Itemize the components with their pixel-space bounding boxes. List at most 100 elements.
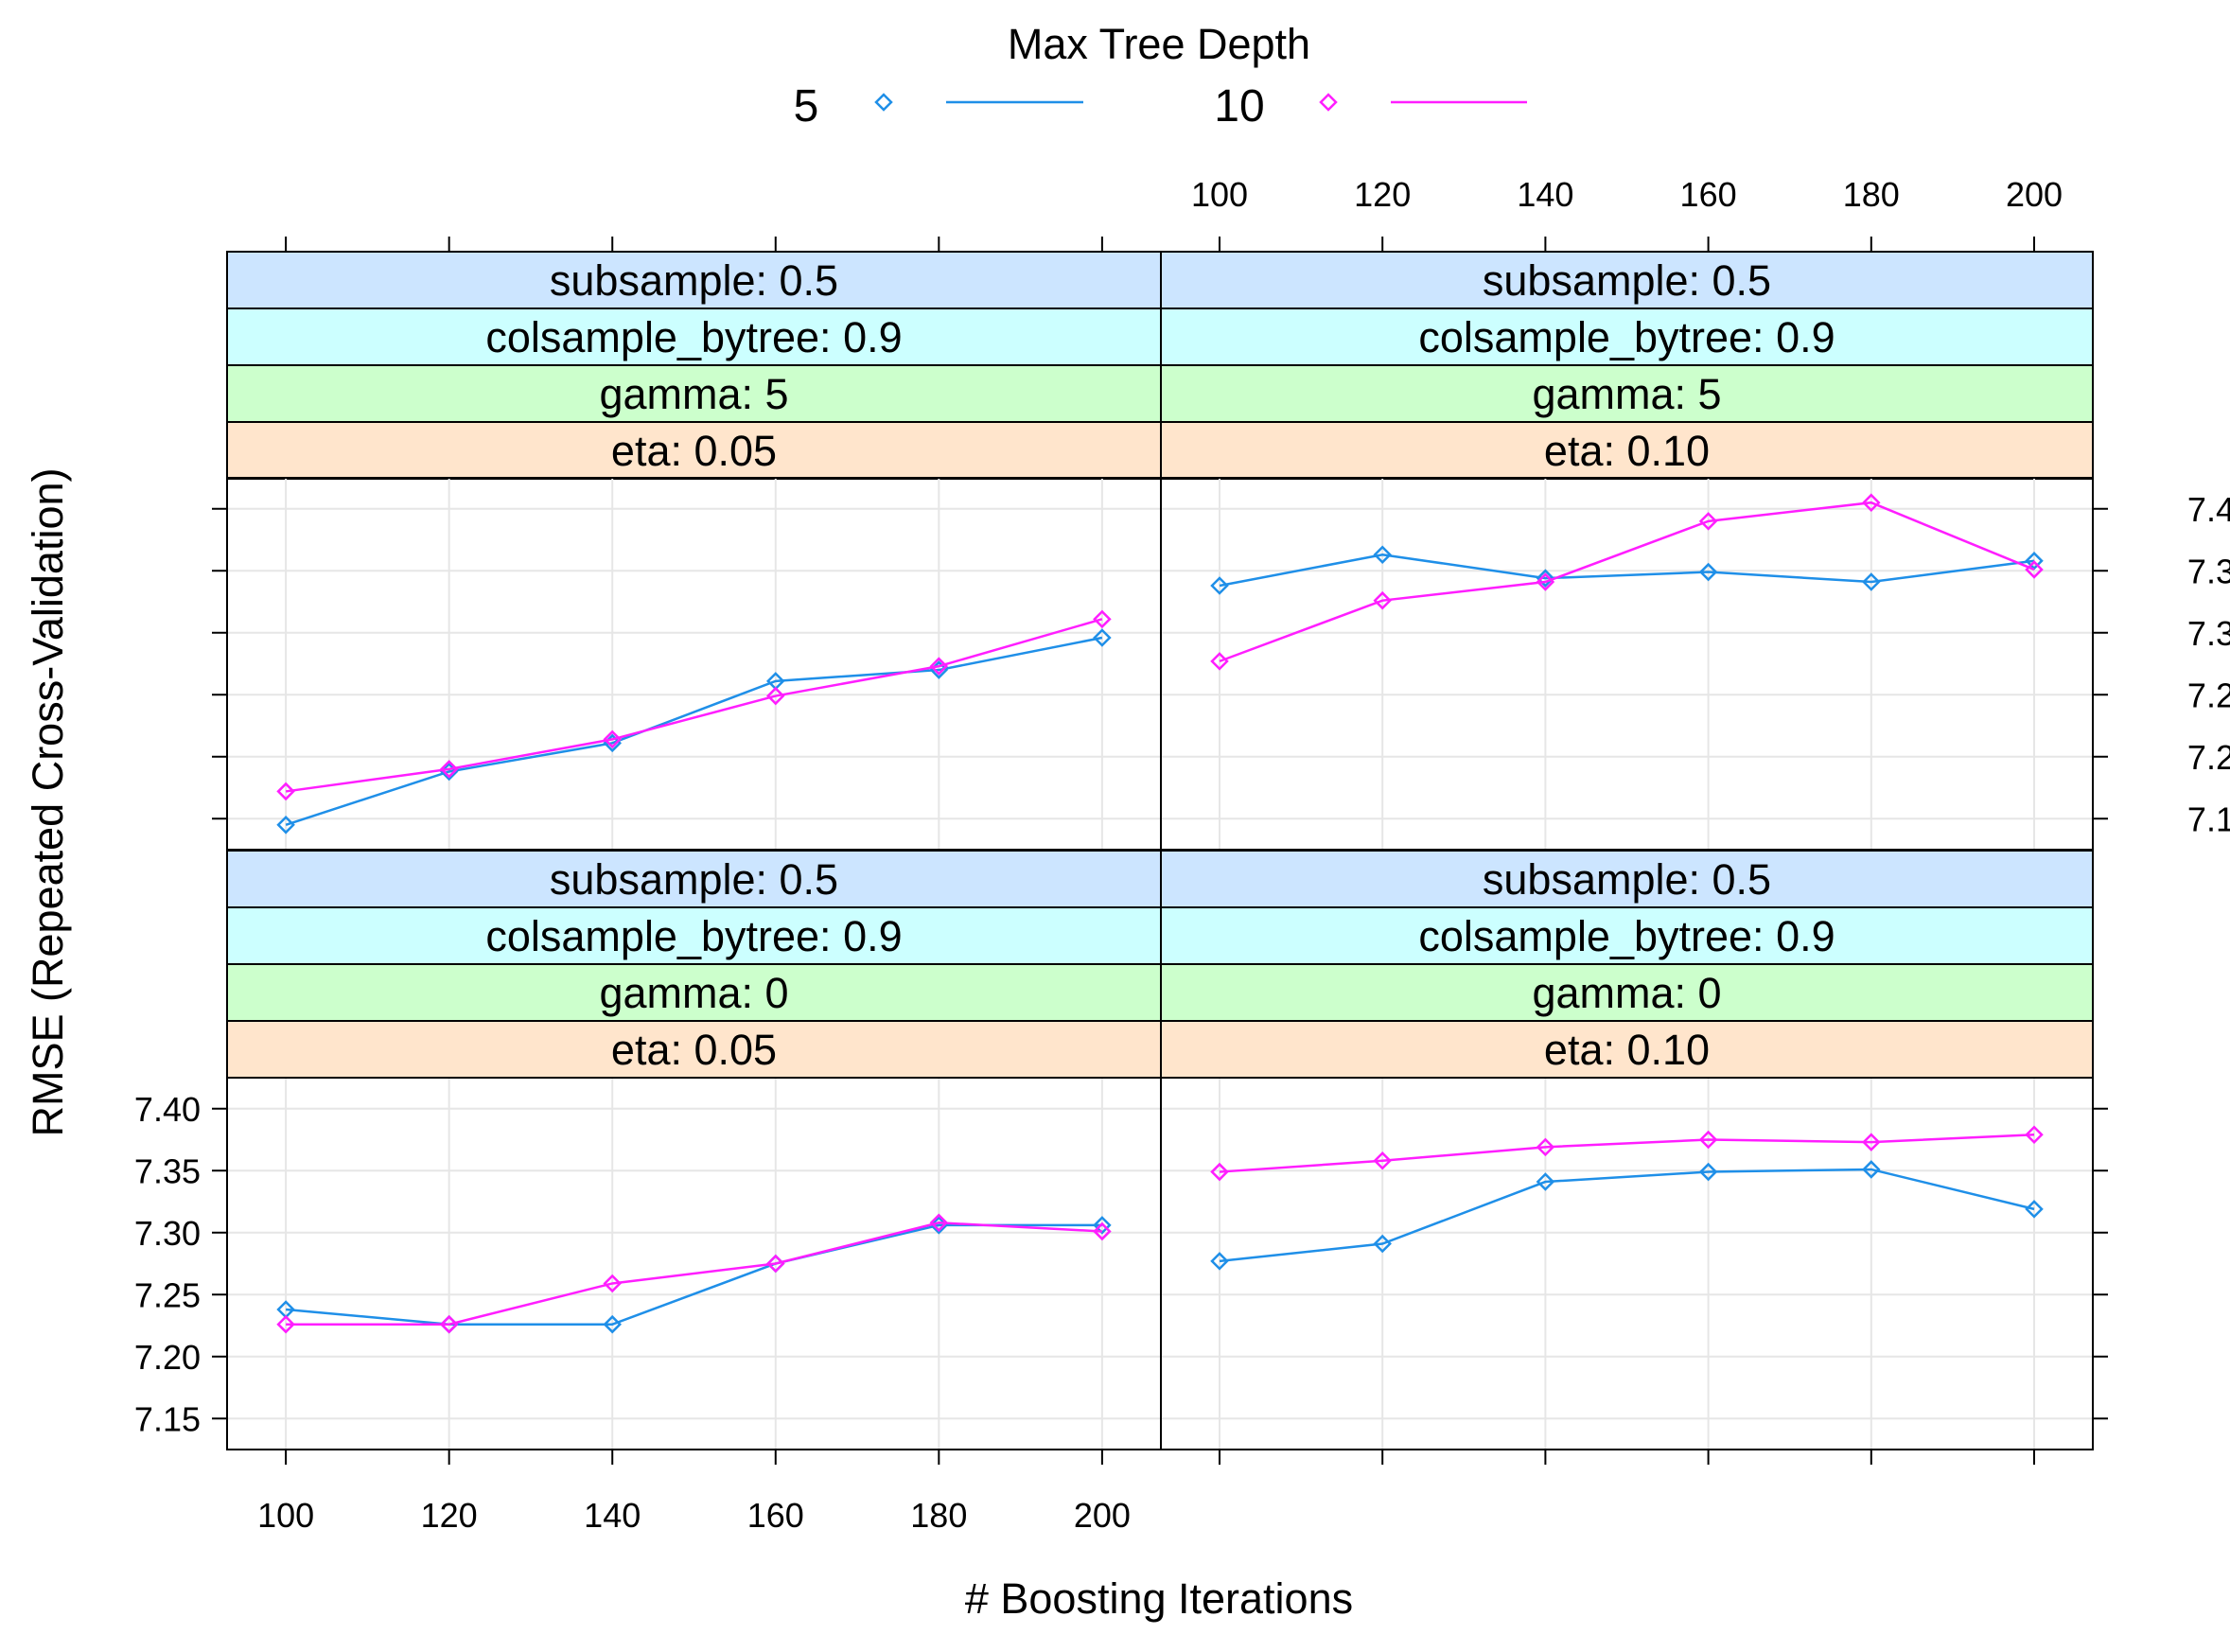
series-line-depth-5 (1219, 553, 2035, 588)
data-point-depth-10 (766, 686, 785, 706)
x-axis-title: # Boosting Iterations (965, 1574, 1353, 1623)
data-point-depth-5 (1373, 1234, 1392, 1254)
strip-subsample (1160, 251, 2094, 309)
data-point-depth-10 (929, 657, 949, 676)
strip-label: subsample: 0.5 (1483, 855, 1771, 904)
series-line-depth-10 (285, 618, 1103, 793)
panel-top-left: subsample: 0.5 colsample_bytree: 0.9 gamma… (226, 251, 1162, 851)
data-point-depth-5 (276, 816, 295, 835)
y-tick-label-right: 7.35 (2187, 552, 2230, 590)
data-point-depth-10 (1210, 652, 1229, 671)
data-point-depth-5 (1536, 1172, 1555, 1191)
strip-gamma (1160, 963, 2094, 1022)
y-axis-title: RMSE (Repeated Cross-Validation) (24, 468, 72, 1137)
data-point-depth-5 (1862, 1160, 1881, 1179)
data-point-depth-5 (1373, 545, 1392, 564)
strip-label: eta: 0.05 (611, 427, 777, 475)
strip-subsample (226, 850, 1162, 908)
data-point-depth-5 (1536, 569, 1555, 588)
strip-eta (1160, 1020, 2094, 1079)
y-tick-label-left: 7.20 (134, 1338, 201, 1377)
strip-label: eta: 0.10 (1544, 1026, 1710, 1074)
data-point-depth-10 (2025, 560, 2044, 579)
x-tick-label-top: 160 (1680, 175, 1737, 214)
series-line-depth-10 (286, 1221, 1102, 1326)
strip-label: subsample: 0.5 (1483, 256, 1771, 305)
strip-label: colsample_bytree: 0.9 (1418, 313, 1835, 361)
y-tick-label-right: 7.40 (2187, 490, 2230, 529)
data-point-depth-5 (603, 1314, 622, 1334)
strip-label: colsample_bytree: 0.9 (485, 912, 902, 960)
strip-label: gamma: 5 (1532, 370, 1721, 418)
x-tick-label-top: 180 (1843, 175, 1900, 214)
strip-label: gamma: 0 (1532, 969, 1721, 1017)
data-point-depth-5 (1093, 628, 1112, 647)
x-tick-label-bottom: 140 (584, 1496, 641, 1535)
data-point-depth-10 (439, 760, 459, 779)
strip-label: gamma: 5 (599, 370, 788, 418)
y-tick-label-left: 7.15 (134, 1399, 201, 1438)
data-point-depth-10 (1373, 1151, 1392, 1170)
legend-label-depth-5: 5 (794, 81, 819, 132)
data-point-depth-10 (439, 1314, 459, 1334)
strip-label: colsample_bytree: 0.9 (1418, 912, 1835, 960)
panel-top-right: subsample: 0.5 colsample_bytree: 0.9 gamma… (1160, 251, 2094, 851)
strip-gamma (1160, 364, 2094, 423)
data-point-depth-10 (603, 1274, 622, 1293)
data-point-depth-10 (2025, 1125, 2044, 1145)
x-tick-label-top: 120 (1354, 175, 1411, 214)
x-tick-label-bottom: 100 (257, 1496, 314, 1535)
strip-label: eta: 0.05 (611, 1026, 777, 1074)
data-point-depth-10 (766, 1254, 785, 1274)
data-point-depth-10 (1862, 493, 1881, 512)
legend-marker-depth-5 (874, 93, 893, 112)
strip-label: gamma: 0 (599, 969, 788, 1017)
data-point-depth-5 (1862, 572, 1881, 591)
strip-label: colsample_bytree: 0.9 (485, 313, 902, 361)
x-tick-label-top: 140 (1517, 175, 1573, 214)
panel-bottom-right: subsample: 0.5 colsample_bytree: 0.9 gamma… (1160, 850, 2094, 1450)
x-tick-label-bottom: 120 (421, 1496, 478, 1535)
series-line-depth-5 (285, 636, 1103, 826)
x-tick-label-top: 200 (2006, 175, 2063, 214)
data-point-depth-10 (603, 729, 622, 749)
data-point-depth-5 (1093, 1216, 1112, 1235)
series-line-depth-10 (1219, 501, 2035, 663)
strip-gamma (226, 364, 1162, 423)
panel-border (1160, 1077, 2094, 1450)
data-point-depth-10 (1536, 1137, 1555, 1157)
series-line-depth-5 (1219, 1168, 2035, 1263)
series-line-depth-10 (1219, 1134, 2035, 1173)
strip-colsample_bytree (1160, 906, 2094, 965)
legend-label-depth-10: 10 (1214, 81, 1264, 132)
y-tick-label-right: 7.25 (2187, 676, 2230, 714)
data-point-depth-10 (1210, 1162, 1229, 1182)
data-point-depth-10 (276, 782, 295, 801)
strip-label: subsample: 0.5 (550, 256, 838, 305)
legend: Max Tree Depth 5 10 (794, 20, 1527, 132)
data-point-depth-10 (1093, 609, 1112, 629)
strip-label: subsample: 0.5 (550, 855, 838, 904)
x-tick-label-bottom: 180 (910, 1496, 967, 1535)
strip-eta (226, 421, 1162, 480)
data-point-depth-5 (1698, 1162, 1718, 1182)
strip-label: eta: 0.10 (1544, 427, 1710, 475)
data-point-depth-5 (2025, 1200, 2044, 1219)
x-tick-label-bottom: 160 (747, 1496, 804, 1535)
y-tick-label-right: 7.30 (2187, 614, 2230, 653)
legend-title: Max Tree Depth (1008, 20, 1310, 68)
data-point-depth-5 (1698, 562, 1718, 582)
legend-marker-depth-10 (1319, 93, 1338, 112)
y-tick-label-left: 7.40 (134, 1090, 201, 1129)
data-point-depth-5 (1210, 576, 1229, 595)
data-point-depth-10 (1373, 590, 1392, 610)
strip-colsample_bytree (1160, 308, 2094, 366)
y-tick-label-left: 7.30 (134, 1214, 201, 1253)
data-point-depth-10 (929, 1213, 949, 1233)
x-tick-label-bottom: 200 (1074, 1496, 1131, 1535)
y-tick-label-right: 7.15 (2187, 800, 2230, 838)
x-tick-label-top: 100 (1191, 175, 1248, 214)
data-point-depth-10 (1862, 1133, 1881, 1151)
